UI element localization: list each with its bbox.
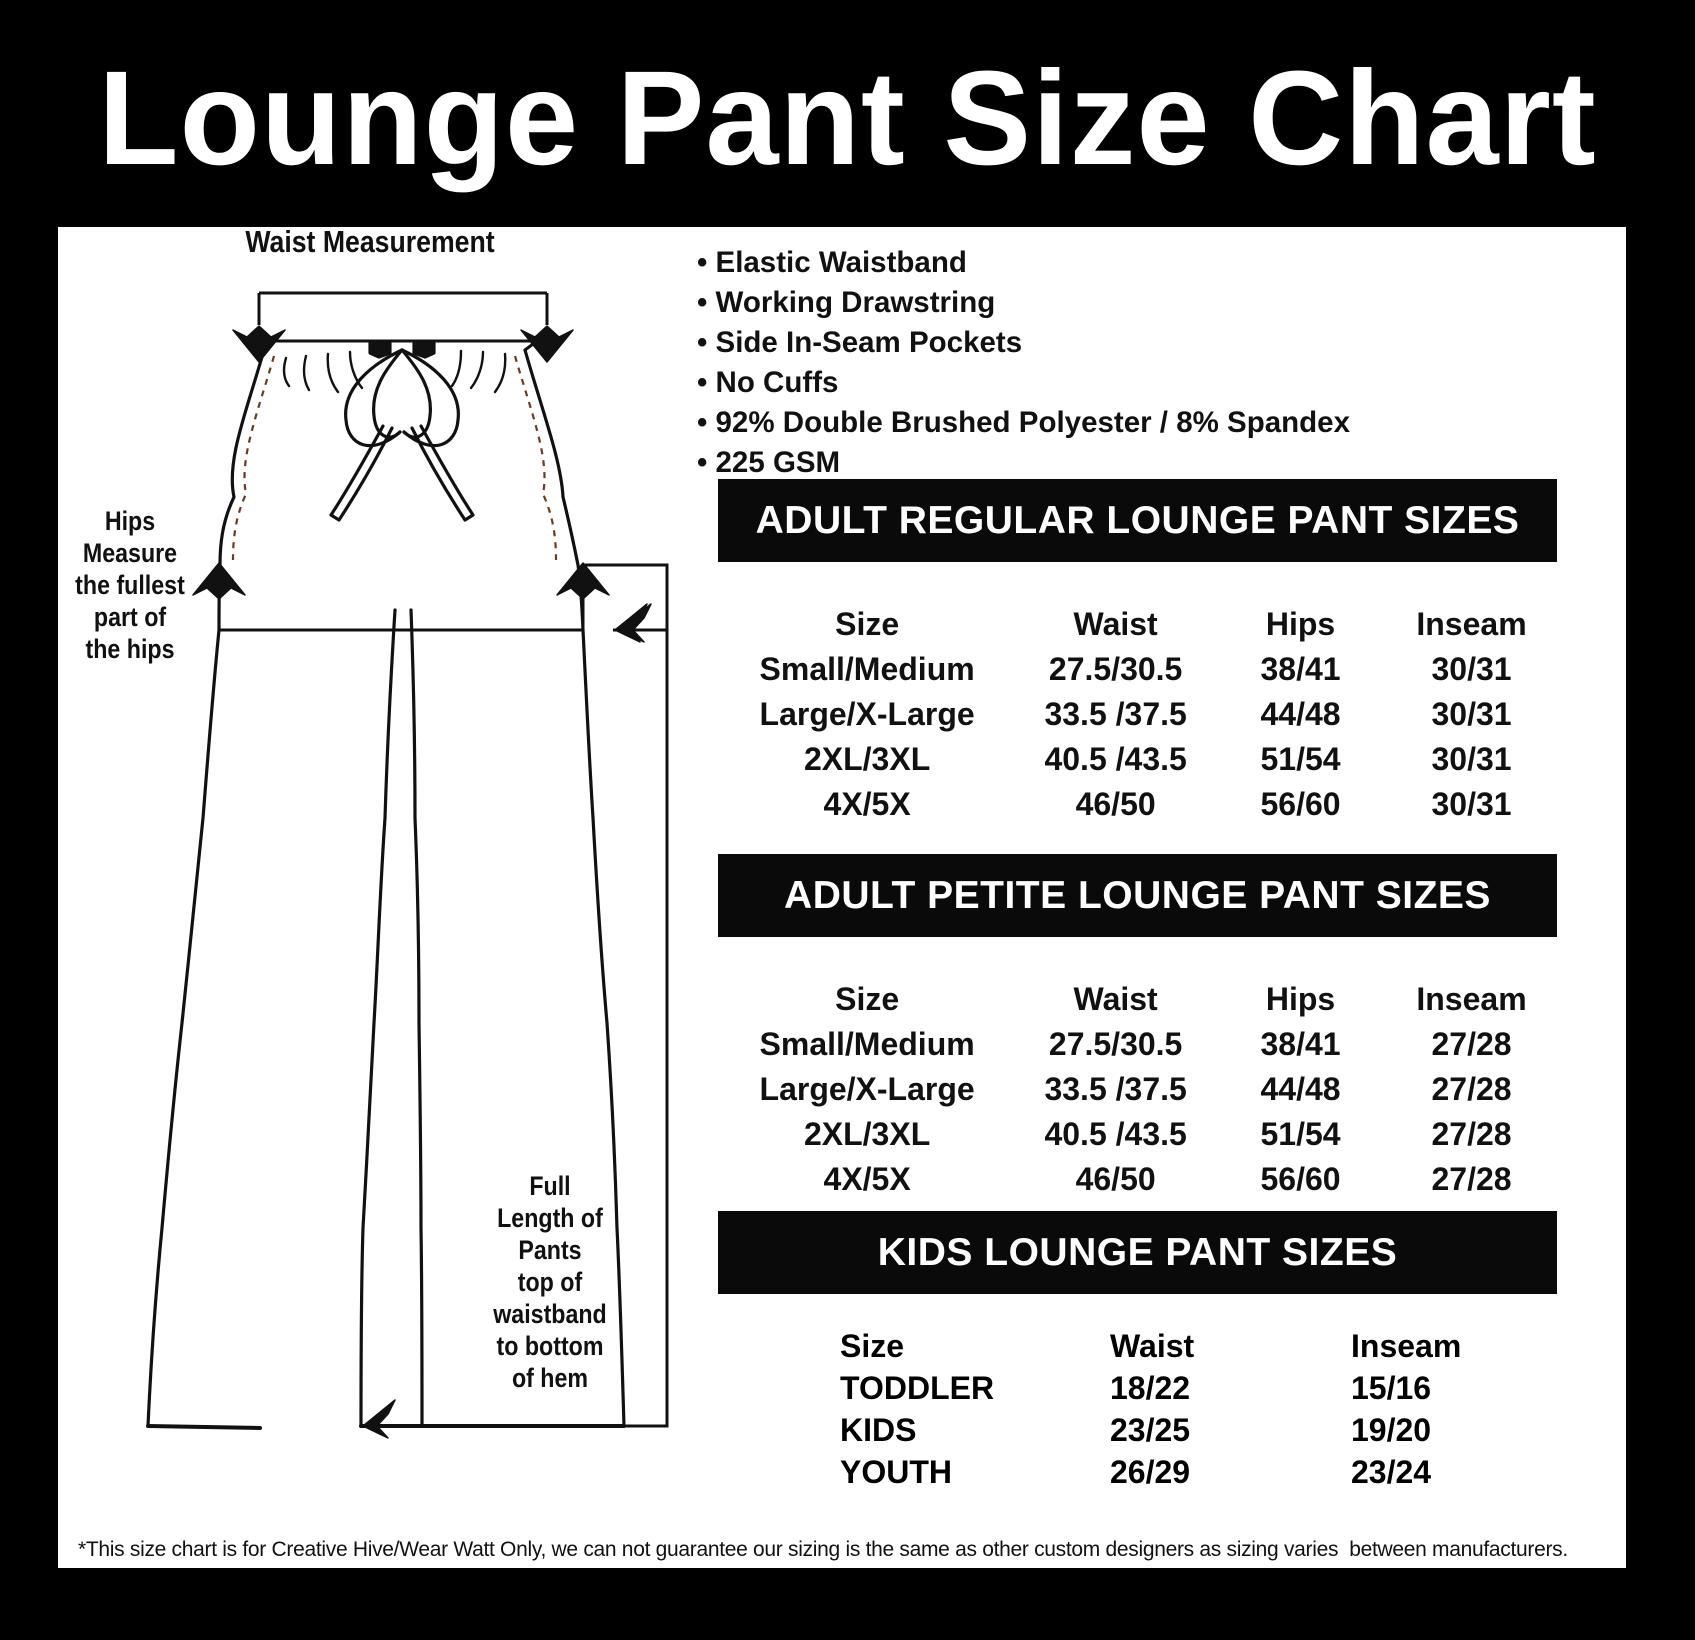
svg-text:the hips: the hips: [86, 634, 175, 664]
svg-text:Pants: Pants: [518, 1235, 581, 1265]
svg-text:Waist Measurement: Waist Measurement: [245, 230, 495, 260]
svg-text:to bottom: to bottom: [497, 1331, 604, 1361]
svg-text:part of: part of: [94, 602, 167, 632]
svg-text:the fullest: the fullest: [75, 570, 185, 600]
svg-text:Full: Full: [529, 1171, 570, 1201]
svg-text:Measure: Measure: [83, 538, 177, 568]
svg-text:of hem: of hem: [512, 1363, 588, 1393]
svg-text:waistband: waistband: [492, 1299, 606, 1329]
svg-text:Length of: Length of: [497, 1203, 603, 1233]
svg-text:top of: top of: [518, 1267, 583, 1297]
svg-text:Hips: Hips: [105, 506, 155, 536]
